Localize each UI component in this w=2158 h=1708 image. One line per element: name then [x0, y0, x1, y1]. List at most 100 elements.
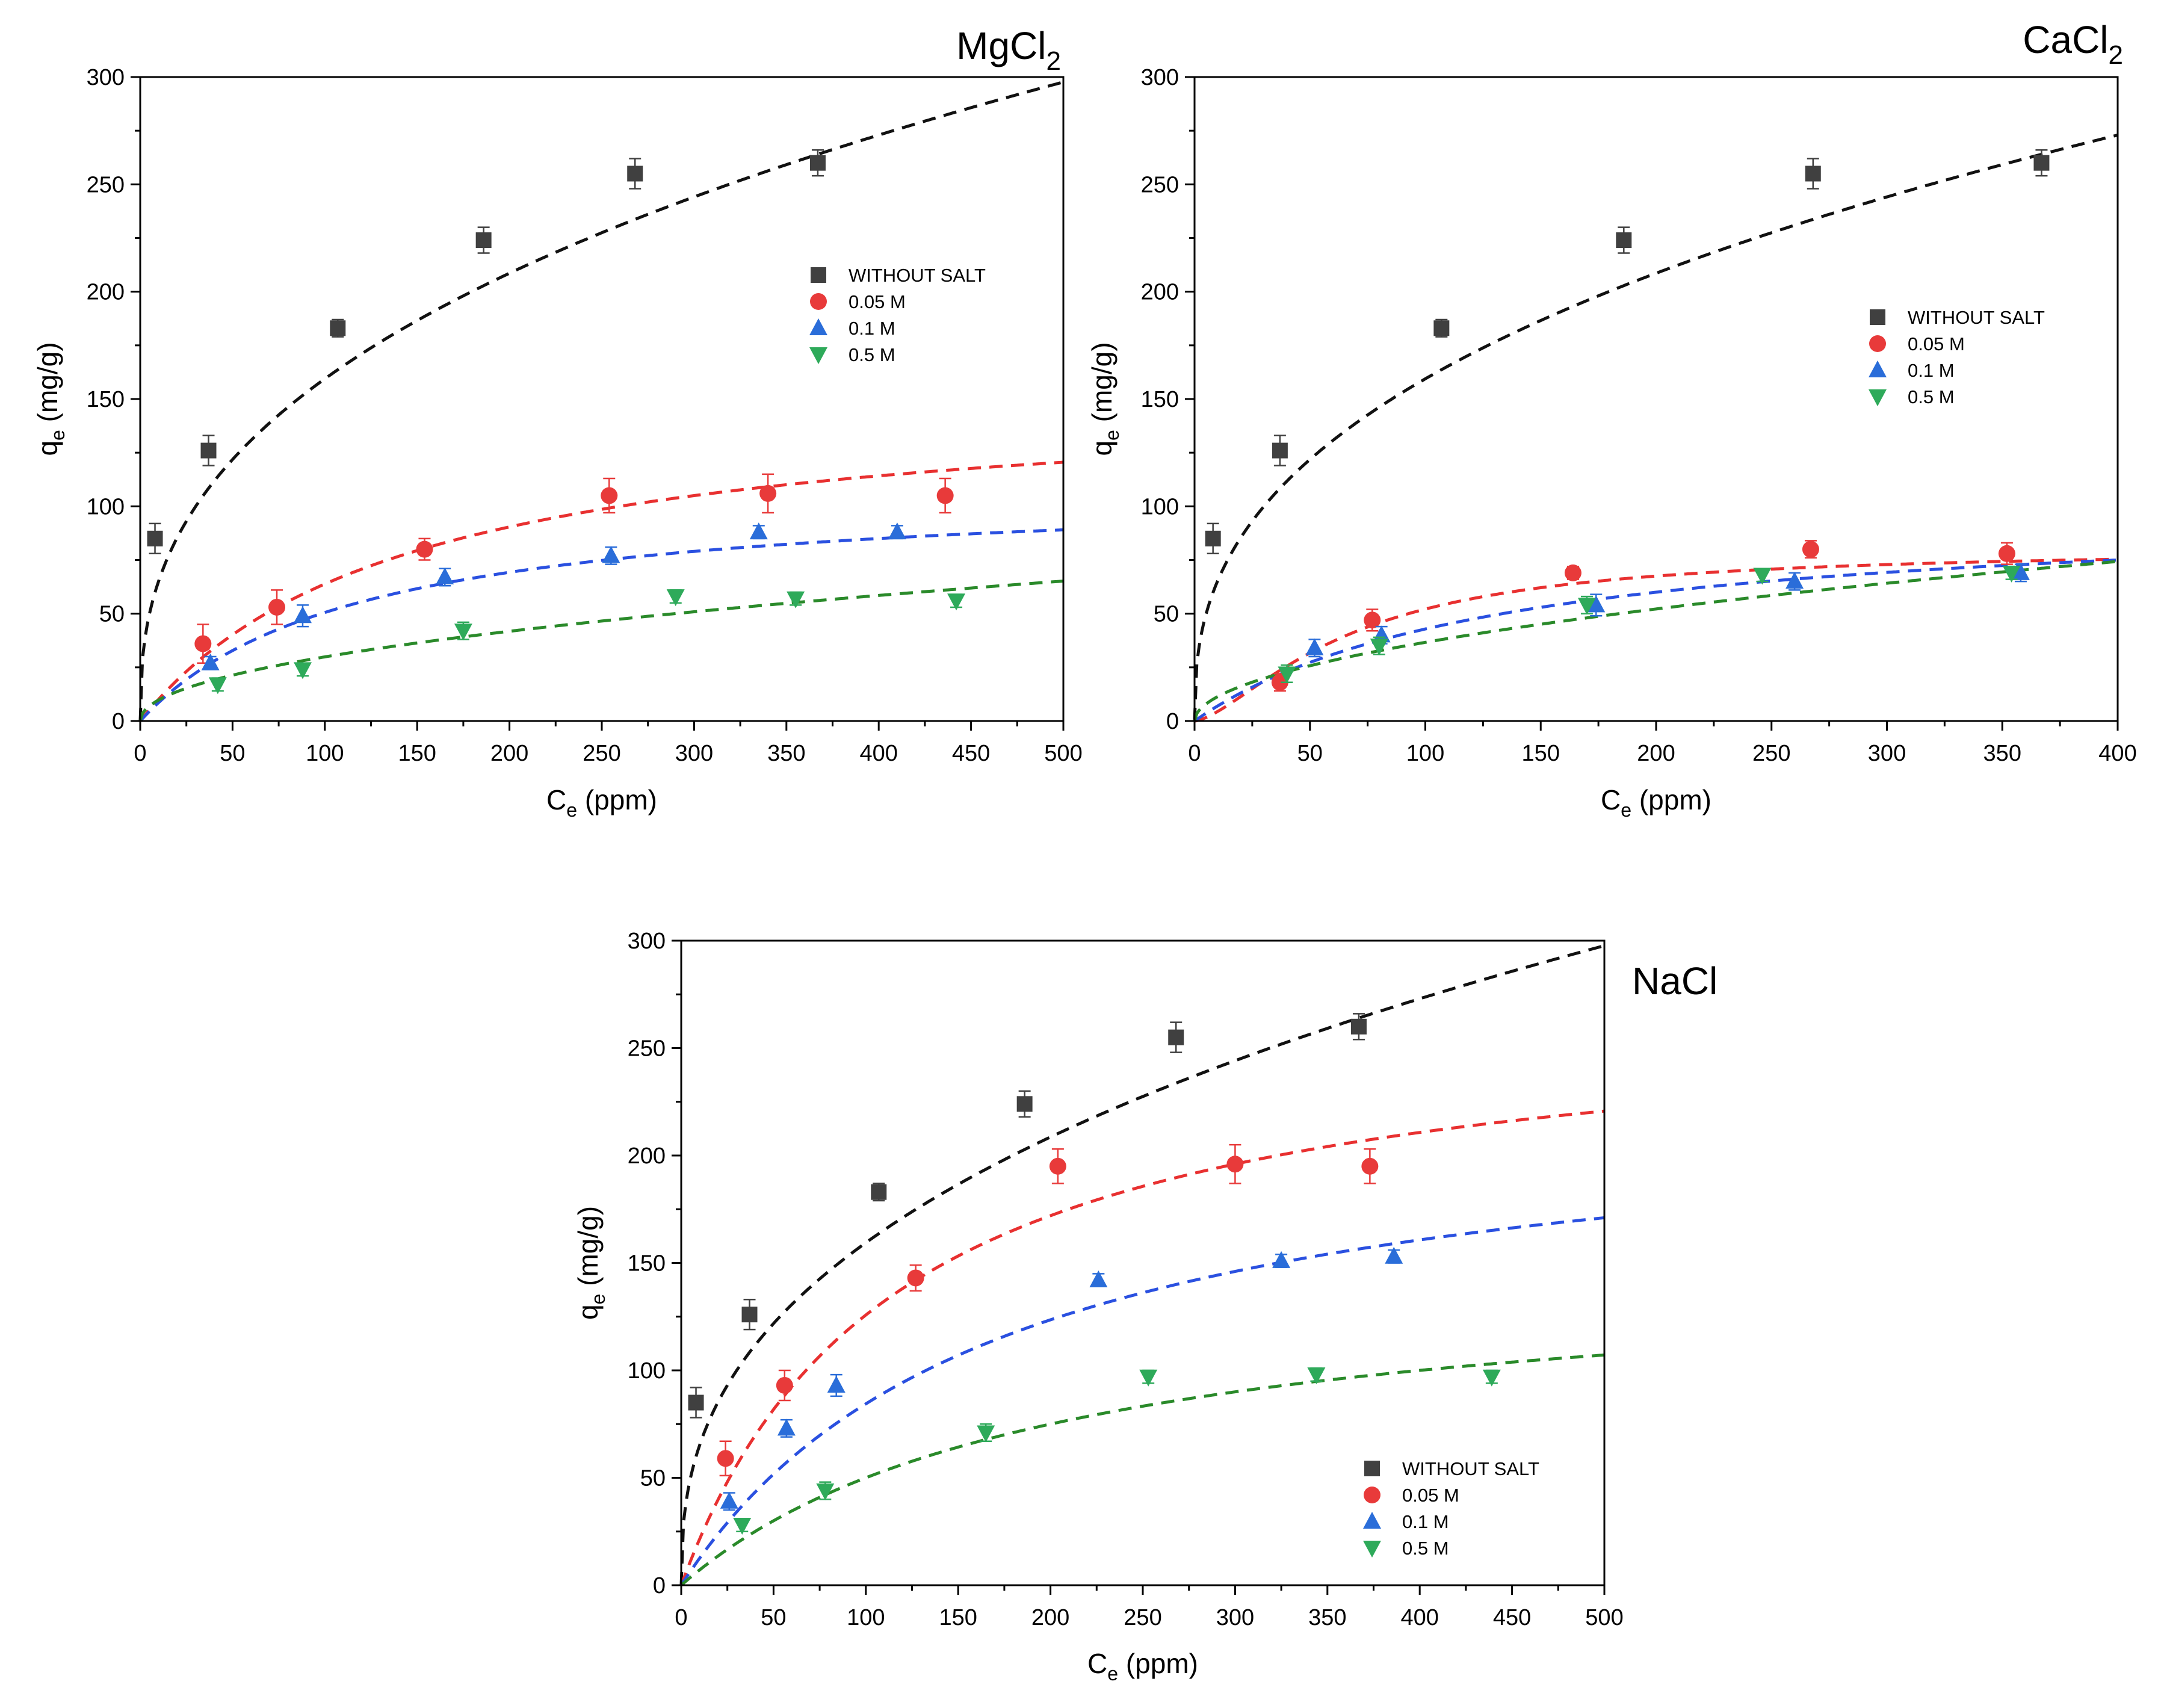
x-tick-label: 100	[306, 741, 344, 766]
data-point-m05	[787, 591, 805, 608]
data-point-m05	[1577, 598, 1596, 615]
data-point-m005	[416, 540, 433, 558]
data-point-m05	[947, 593, 966, 611]
data-point-m005	[776, 1376, 793, 1394]
y-tick-label: 0	[112, 709, 125, 734]
x-tick-label: 400	[1400, 1605, 1438, 1630]
data-point-m005	[1361, 1157, 1379, 1175]
plot-frame	[1193, 76, 2119, 722]
legend-marker-without_salt	[1364, 1461, 1380, 1476]
y-tick-label: 250	[1141, 172, 1179, 197]
y-axis-title-sub: e	[1101, 430, 1123, 441]
x-axis-title-main: C	[1087, 1648, 1107, 1679]
data-point-m05	[666, 589, 685, 607]
x-tick-label: 150	[1522, 741, 1560, 766]
x-axis-title: Ce (ppm)	[1601, 784, 1711, 821]
data-point-m01	[1372, 625, 1391, 643]
y-tick-label: 50	[99, 602, 125, 627]
chart-panel-nacl: 0 50 100 150 200 250 300 350 400 450 500 0 50 100 150 2…	[572, 929, 1717, 1685]
x-tick-label: 250	[1124, 1605, 1161, 1630]
panel-title-main: CaCl	[2023, 18, 2108, 61]
data-point-m005	[1802, 540, 1819, 558]
data-point-m01	[602, 546, 620, 563]
x-tick-label: 500	[1044, 741, 1082, 766]
x-tick-label: 500	[1585, 1605, 1623, 1630]
data-point-m05	[1278, 666, 1296, 684]
x-axis-title-sub: e	[1621, 799, 1631, 821]
data-point-without_salt	[1272, 442, 1288, 459]
data-point-m005	[759, 484, 777, 502]
data-point-m05	[293, 662, 312, 679]
data-point-m01	[1385, 1246, 1403, 1264]
y-axis-title: qe (mg/g)	[1086, 342, 1123, 456]
x-tick-label: 50	[220, 741, 245, 766]
fit-curve-m005	[1194, 557, 2118, 723]
legend-label-m01: 0.1 M	[1908, 360, 1955, 381]
fit-curve-without_salt	[138, 80, 1064, 722]
data-point-m01	[1272, 1251, 1291, 1268]
fit-curve-m05	[680, 1354, 1605, 1586]
data-point-without_salt	[1805, 166, 1821, 182]
legend-label-without_salt: WITHOUT SALT	[1908, 307, 2045, 328]
data-point-m01	[1587, 595, 1606, 613]
data-point-m05	[1307, 1367, 1326, 1385]
x-tick-label: 450	[952, 741, 990, 766]
data-point-m05	[1482, 1369, 1501, 1387]
data-point-m01	[777, 1419, 796, 1436]
data-point-m05	[454, 623, 472, 641]
y-tick-label: 0	[653, 1573, 666, 1598]
data-point-m005	[1226, 1156, 1244, 1173]
legend-label-without_salt: WITHOUT SALT	[1402, 1458, 1539, 1479]
y-tick-label: 50	[1154, 602, 1179, 627]
y-tick-label: 100	[628, 1358, 666, 1384]
legend: WITHOUT SALT 0.05 M 0.1 M 0.5 M	[1363, 1458, 1539, 1559]
data-point-m05	[977, 1425, 995, 1443]
data-point-m005	[1564, 564, 1581, 581]
data-point-m05	[733, 1518, 752, 1535]
legend-marker-m05	[809, 347, 827, 364]
y-axis-title-rest: (mg/g)	[32, 342, 63, 430]
chart-panel-mgcl2: 0 50 100 150 200 250 300 350 400 450 500 0 50 100 150 2…	[32, 24, 1083, 821]
legend-marker-m005	[810, 293, 827, 310]
data-point-m005	[601, 487, 618, 504]
y-tick-label: 50	[640, 1466, 666, 1491]
legend-marker-without_salt	[1870, 309, 1885, 325]
x-axis-title-sub: e	[566, 799, 577, 821]
y-axis-title-main: q	[32, 441, 63, 456]
x-tick-label: 200	[1637, 741, 1675, 766]
fit-curve-without_salt	[1193, 133, 2118, 722]
legend-label-m01: 0.1 M	[849, 318, 895, 339]
x-tick-label: 50	[761, 1605, 786, 1630]
x-tick-label: 0	[675, 1605, 687, 1630]
fit-curve-m05	[138, 580, 1064, 722]
x-tick-label: 0	[1188, 741, 1201, 766]
x-tick-label: 150	[939, 1605, 977, 1630]
panel-title: NaCl	[1632, 959, 1717, 1003]
data-point-m005	[1364, 611, 1381, 629]
legend-marker-m005	[1869, 335, 1886, 352]
data-point-m01	[1785, 572, 1804, 589]
y-axis-title-sub: e	[587, 1294, 609, 1305]
data-point-m005	[1049, 1157, 1066, 1175]
x-tick-label: 350	[1308, 1605, 1346, 1630]
legend-label-m005: 0.05 M	[849, 291, 906, 312]
y-axis-title-main: q	[572, 1304, 604, 1320]
x-tick-label: 300	[675, 741, 713, 766]
legend-label-m005: 0.05 M	[1402, 1485, 1459, 1506]
data-point-without_salt	[2033, 155, 2050, 171]
y-tick-label: 150	[87, 387, 125, 412]
x-axis-title-sub: e	[1107, 1663, 1118, 1685]
legend-marker-m05	[1869, 389, 1887, 406]
y-axis-title-rest: (mg/g)	[1086, 342, 1118, 430]
legend-label-m05: 0.5 M	[849, 344, 895, 365]
y-tick-label: 200	[628, 1143, 666, 1169]
x-tick-label: 200	[1031, 1605, 1069, 1630]
legend-marker-m005	[1364, 1487, 1380, 1503]
y-tick-label: 200	[87, 280, 125, 305]
data-point-m01	[436, 568, 454, 585]
data-point-m05	[816, 1483, 835, 1500]
x-tick-label: 400	[2098, 741, 2136, 766]
y-tick-label: 0	[1166, 709, 1179, 734]
fit-curve-m01	[139, 528, 1064, 722]
y-tick-label: 150	[1141, 387, 1179, 412]
